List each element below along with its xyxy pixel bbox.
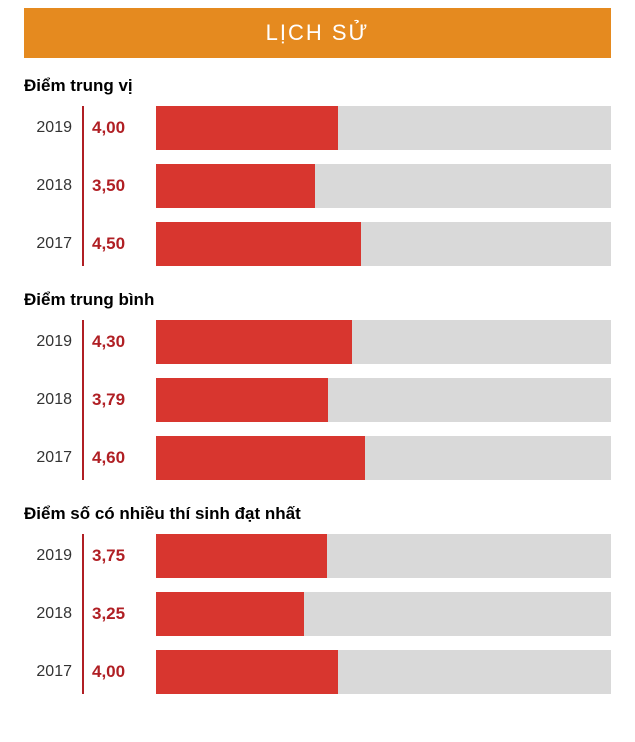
bar-row: 20174,00 xyxy=(24,650,611,694)
bar-fill xyxy=(156,378,328,422)
bar-row: 20174,60 xyxy=(24,436,611,480)
value-label: 4,00 xyxy=(82,662,142,682)
year-label: 2018 xyxy=(24,605,82,623)
bar-row: 20183,25 xyxy=(24,592,611,636)
bar-track xyxy=(156,222,611,266)
bar-row: 20194,00 xyxy=(24,106,611,150)
year-label: 2018 xyxy=(24,177,82,195)
value-label: 3,75 xyxy=(82,546,142,566)
chart-section: Điểm trung bình 20194,30 20183,79 20174,60 xyxy=(24,290,611,480)
bar-row: 20183,50 xyxy=(24,164,611,208)
year-label: 2017 xyxy=(24,449,82,467)
bar-fill xyxy=(156,164,315,208)
bar-track xyxy=(156,650,611,694)
bar-fill xyxy=(156,650,338,694)
section-rows: 20193,75 20183,25 20174,00 xyxy=(24,534,611,694)
section-title: Điểm trung bình xyxy=(24,290,611,310)
value-label: 3,25 xyxy=(82,604,142,624)
chart-section: Điểm trung vị 20194,00 20183,50 20174,50 xyxy=(24,76,611,266)
value-label: 4,60 xyxy=(82,448,142,468)
value-label: 4,30 xyxy=(82,332,142,352)
value-label: 3,79 xyxy=(82,390,142,410)
bar-track xyxy=(156,106,611,150)
year-label: 2018 xyxy=(24,391,82,409)
value-label: 4,00 xyxy=(82,118,142,138)
vertical-divider xyxy=(82,534,84,694)
vertical-divider xyxy=(82,320,84,480)
bar-fill xyxy=(156,320,352,364)
year-label: 2019 xyxy=(24,547,82,565)
year-label: 2019 xyxy=(24,333,82,351)
year-label: 2019 xyxy=(24,119,82,137)
chart-header: LỊCH SỬ xyxy=(24,8,611,58)
bar-fill xyxy=(156,534,327,578)
bar-track xyxy=(156,436,611,480)
bar-fill xyxy=(156,106,338,150)
bar-track xyxy=(156,534,611,578)
section-rows: 20194,00 20183,50 20174,50 xyxy=(24,106,611,266)
section-rows: 20194,30 20183,79 20174,60 xyxy=(24,320,611,480)
bar-row: 20194,30 xyxy=(24,320,611,364)
chart-section: Điểm số có nhiều thí sinh đạt nhất20193,… xyxy=(24,504,611,694)
year-label: 2017 xyxy=(24,663,82,681)
section-title: Điểm số có nhiều thí sinh đạt nhất xyxy=(24,504,611,524)
bar-fill xyxy=(156,592,304,636)
bar-row: 20174,50 xyxy=(24,222,611,266)
value-label: 4,50 xyxy=(82,234,142,254)
bar-row: 20193,75 xyxy=(24,534,611,578)
bar-track xyxy=(156,164,611,208)
bar-fill xyxy=(156,436,365,480)
bar-track xyxy=(156,378,611,422)
bar-row: 20183,79 xyxy=(24,378,611,422)
chart-sections: Điểm trung vị20194,0020183,5020174,50Điể… xyxy=(24,76,611,694)
vertical-divider xyxy=(82,106,84,266)
year-label: 2017 xyxy=(24,235,82,253)
section-title: Điểm trung vị xyxy=(24,76,611,96)
bar-track xyxy=(156,320,611,364)
value-label: 3,50 xyxy=(82,176,142,196)
chart-container: LỊCH SỬ Điểm trung vị20194,0020183,50201… xyxy=(0,0,635,742)
bar-fill xyxy=(156,222,361,266)
bar-track xyxy=(156,592,611,636)
